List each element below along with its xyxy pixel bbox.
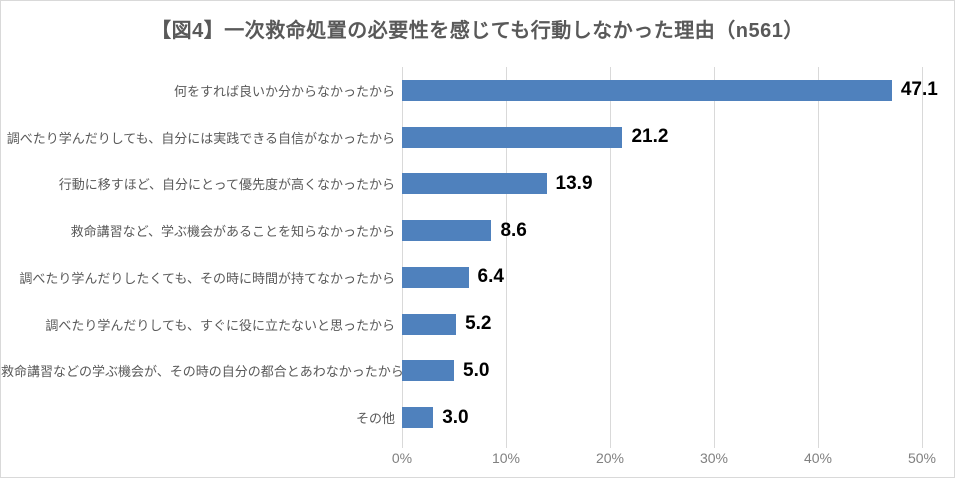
gridline	[506, 67, 507, 448]
bar	[402, 313, 457, 335]
value-label: 21.2	[631, 126, 669, 148]
gridline	[922, 67, 923, 448]
gridline	[818, 67, 819, 448]
bar-row: 何をすれば良いか分からなかったから 47.1	[1, 67, 954, 114]
bar	[402, 126, 623, 148]
value-label: 13.9	[555, 172, 593, 194]
x-tick-label: 20%	[595, 450, 625, 466]
category-label: 救命講習などの学ぶ機会が、その時の自分の都合とあわなかったから	[1, 364, 404, 380]
bar	[402, 266, 469, 288]
category-label: 何をすれば良いか分からなかったから	[173, 83, 395, 99]
y-axis-line	[402, 67, 403, 448]
bar	[402, 220, 492, 242]
bars-group: 何をすれば良いか分からなかったから 47.1 調べたり学んだりしても、自分には実践で…	[1, 67, 954, 441]
value-label: 5.0	[463, 359, 490, 381]
category-label: 救命講習など、学ぶ機会があることを知らなかったから	[70, 224, 395, 240]
bar-row: 救命講習など、学ぶ機会があることを知らなかったから 8.6	[1, 207, 954, 254]
value-label: 47.1	[900, 79, 938, 101]
bar-row: 行動に移すほど、自分にとって優先度が高くなかったから 13.9	[1, 161, 954, 208]
x-tick-label: 10%	[491, 450, 521, 466]
bar	[402, 407, 434, 429]
chart-title: 【図4】一次救命処置の必要性を感じても行動しなかった理由（n561）	[151, 20, 804, 42]
bar-row: 調べたり学んだりしたくても、その時に時間が持てなかったから 6.4	[1, 254, 954, 301]
x-tick-label: 50%	[907, 450, 937, 466]
category-label: 調べたり学んだりしても、すぐに役に立たないと思ったから	[45, 317, 395, 333]
bar-row: 救命講習などの学ぶ機会が、その時の自分の都合とあわなかったから 5.0	[1, 348, 954, 395]
bar	[402, 173, 547, 195]
category-label: その他	[355, 411, 395, 427]
value-label: 8.6	[500, 219, 527, 241]
category-label: 調べたり学んだりしても、自分には実践できる自信がなかったから	[6, 130, 395, 146]
category-label: 調べたり学んだりしたくても、その時に時間が持てなかったから	[19, 270, 395, 286]
gridlines	[402, 67, 923, 448]
bar-row: 調べたり学んだりしても、自分には実践できる自信がなかったから 21.2	[1, 114, 954, 161]
bar	[402, 360, 454, 382]
gridline	[610, 67, 611, 448]
x-tick-label: 30%	[699, 450, 729, 466]
category-label: 行動に移すほど、自分にとって優先度が高くなかったから	[58, 177, 395, 193]
bar	[402, 79, 892, 101]
value-label: 6.4	[477, 266, 504, 288]
x-tick-label: 40%	[803, 450, 833, 466]
value-label: 5.2	[465, 313, 492, 335]
bar-row: その他 3.0	[1, 394, 954, 441]
x-tick-label: 0%	[391, 450, 413, 466]
gridline	[714, 67, 715, 448]
x-axis-tick-labels: 0% 10% 20% 30% 40% 50%	[392, 450, 936, 470]
bar-row: 調べたり学んだりしても、すぐに役に立たないと思ったから 5.2	[1, 301, 954, 348]
value-label: 3.0	[442, 406, 469, 428]
